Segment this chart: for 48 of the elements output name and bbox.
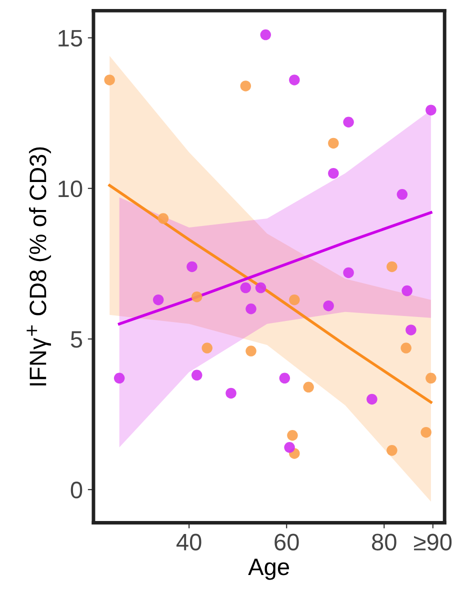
point xyxy=(114,372,125,384)
point xyxy=(240,80,252,92)
point xyxy=(303,382,314,393)
point xyxy=(287,430,298,441)
point xyxy=(158,213,169,224)
point xyxy=(202,342,212,354)
point xyxy=(400,342,412,354)
y-tick-label: 15 xyxy=(58,30,82,47)
point xyxy=(406,324,416,336)
point xyxy=(386,261,398,272)
point xyxy=(289,294,300,306)
point xyxy=(426,372,436,384)
point xyxy=(191,291,202,302)
point xyxy=(186,261,198,272)
point xyxy=(343,116,354,128)
point xyxy=(386,445,398,456)
point xyxy=(426,104,436,116)
point xyxy=(328,168,339,179)
x-axis-title: Age xyxy=(248,558,289,580)
point xyxy=(255,282,266,294)
point xyxy=(279,372,290,384)
point xyxy=(104,74,115,86)
point xyxy=(420,426,432,438)
y-tick-label: 0 xyxy=(70,482,82,498)
point xyxy=(343,267,354,278)
point xyxy=(240,282,252,294)
point xyxy=(323,300,334,312)
point xyxy=(191,370,202,381)
line-series xyxy=(118,211,432,326)
point xyxy=(246,303,256,314)
y-axis-title: IFNγ$^{+}$ CD8 (% of CD3) xyxy=(26,147,51,386)
point xyxy=(396,189,408,200)
point xyxy=(152,294,164,306)
x-tick-label: 80 xyxy=(372,534,396,550)
point xyxy=(402,285,412,296)
point xyxy=(226,388,236,399)
y-tick-label: 5 xyxy=(70,331,82,348)
point xyxy=(260,29,272,40)
x-tick-label: 40 xyxy=(176,534,202,550)
point xyxy=(289,74,300,86)
line-series xyxy=(108,184,432,404)
y-tick-label: 10 xyxy=(58,180,82,198)
x-tick-label: ≥90 xyxy=(414,534,452,550)
point xyxy=(328,138,339,149)
point xyxy=(246,346,256,356)
x-tick-label: 60 xyxy=(274,534,299,550)
point xyxy=(366,394,378,405)
point xyxy=(284,442,295,453)
